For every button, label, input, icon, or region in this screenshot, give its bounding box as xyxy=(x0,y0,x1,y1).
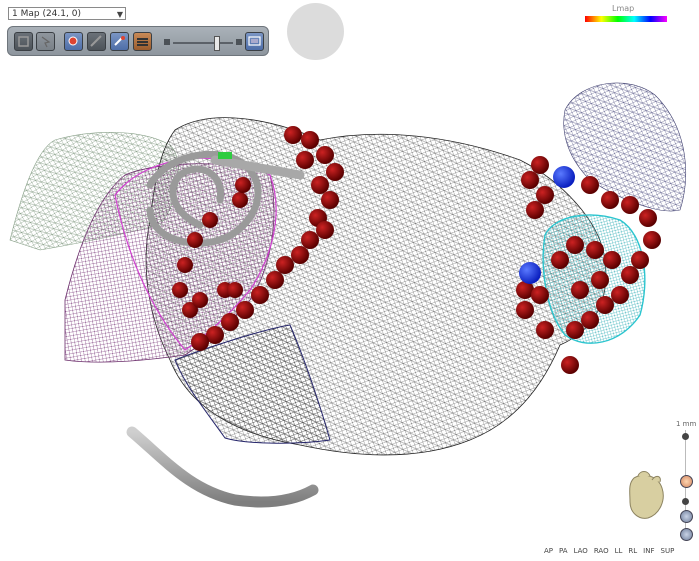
transparency-min-icon xyxy=(164,39,170,45)
lesion-markers-right xyxy=(516,156,661,374)
chevron-down-icon[interactable]: ▼ xyxy=(116,10,123,19)
histogram-icon xyxy=(137,38,148,46)
color-scale-bar xyxy=(585,16,667,22)
map-selector-value: 1 Map (24.1, 0) xyxy=(12,9,81,19)
view-buttons: AP PA LAO RAO LL RL INF SUP xyxy=(544,547,674,555)
view-ap-button[interactable]: AP xyxy=(544,547,554,555)
right-appendage-mesh xyxy=(563,82,687,212)
ruler-button[interactable] xyxy=(87,32,106,51)
view-mode-icon xyxy=(18,36,29,47)
respiration-indicator xyxy=(287,3,344,60)
rotate-icon[interactable] xyxy=(680,510,693,523)
transparency-slider-thumb[interactable] xyxy=(214,36,220,51)
view-mode-button[interactable] xyxy=(14,32,33,51)
scale-label: 1 mm xyxy=(676,420,697,428)
blue-tag-marker xyxy=(553,166,575,188)
view-sup-button[interactable]: SUP xyxy=(660,547,675,555)
reference-catheter xyxy=(126,426,319,508)
catheter-tip-marker xyxy=(218,152,232,159)
display-icon xyxy=(248,36,261,46)
tag-icon xyxy=(68,36,78,46)
lesion-markers-left xyxy=(172,126,344,351)
view-ll-button[interactable]: LL xyxy=(614,547,623,555)
transparency-max-icon xyxy=(236,39,242,45)
tag-button[interactable] xyxy=(64,32,83,51)
zoom-level-knob[interactable] xyxy=(680,475,693,488)
orientation-heart-icon[interactable] xyxy=(624,470,668,522)
catheter-icon xyxy=(114,36,125,46)
lower-region-mesh xyxy=(174,324,331,444)
view-pa-button[interactable]: PA xyxy=(559,547,568,555)
map-selector[interactable]: 1 Map (24.1, 0) ▼ xyxy=(8,7,126,20)
catheter-shaft xyxy=(210,155,305,180)
view-rao-button[interactable]: RAO xyxy=(593,547,609,555)
view-lao-button[interactable]: LAO xyxy=(573,547,588,555)
transparency-slider[interactable] xyxy=(173,42,233,44)
reset-view-icon[interactable] xyxy=(680,528,693,541)
lasso-catheter xyxy=(146,150,262,247)
pointer-button[interactable] xyxy=(36,32,55,51)
view-rl-button[interactable]: RL xyxy=(628,547,638,555)
pointer-icon xyxy=(41,36,51,48)
histogram-button[interactable] xyxy=(133,32,152,51)
anatomy-viewport[interactable] xyxy=(0,60,699,540)
zoom-out-icon[interactable] xyxy=(682,498,689,505)
left-purple-region-mesh xyxy=(64,163,275,363)
blue-tag-marker xyxy=(519,262,541,284)
view-inf-button[interactable]: INF xyxy=(643,547,655,555)
zoom-in-icon[interactable] xyxy=(682,433,689,440)
legend-label: Lmap xyxy=(612,4,635,13)
ruler-icon xyxy=(90,35,102,47)
display-button[interactable] xyxy=(245,32,264,51)
toolbar xyxy=(7,26,269,56)
catheter-button[interactable] xyxy=(110,32,129,51)
